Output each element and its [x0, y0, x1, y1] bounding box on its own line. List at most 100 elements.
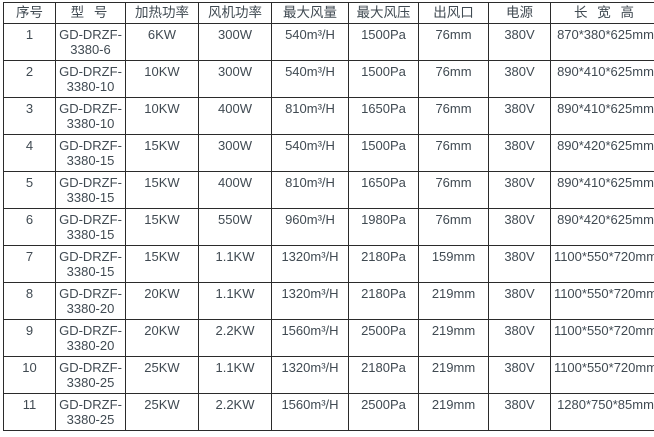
cell-fan: 300W — [198, 23, 272, 61]
cell-fan: 1.1KW — [198, 282, 272, 320]
cell-airflow: 810m³/H — [271, 97, 349, 135]
cell-outlet: 159mm — [418, 245, 489, 283]
cell-power: 380V — [488, 97, 551, 135]
cell-seq: 9 — [3, 319, 56, 357]
cell-model: GD-DRZF-3380-15 — [55, 208, 126, 246]
cell-airflow: 540m³/H — [271, 60, 349, 98]
table-row: 9 GD-DRZF-3380-20 20KW 2.2KW 1560m³/H 2500Pa 2… — [3, 319, 654, 357]
column-header-label: 出风口 — [433, 5, 474, 20]
cell-model: GD-DRZF-3380-15 — [55, 171, 126, 209]
cell-outlet: 76mm — [418, 23, 489, 61]
cell-model: GD-DRZF-3380-20 — [55, 319, 126, 357]
cell-power: 380V — [488, 208, 551, 246]
column-header-label: 最大风压 — [356, 5, 411, 20]
cell-model: GD-DRZF-3380-15 — [55, 245, 126, 283]
cell-heat: 15KW — [125, 134, 199, 172]
cell-heat: 25KW — [125, 356, 199, 394]
table-row: 2 GD-DRZF-3380-10 10KW 300W 540m³/H 1500Pa 76m… — [3, 60, 654, 98]
table-row: 6 GD-DRZF-3380-15 15KW 550W 960m³/H 1980Pa 76m… — [3, 208, 654, 246]
cell-power: 380V — [488, 356, 551, 394]
cell-press: 1650Pa — [348, 97, 419, 135]
column-header-heat: 加热功率 — [125, 2, 199, 24]
cell-dims: 890*420*625mm — [550, 208, 654, 246]
cell-power: 380V — [488, 134, 551, 172]
cell-seq: 2 — [3, 60, 56, 98]
cell-dims: 890*410*625mm — [550, 171, 654, 209]
cell-model: GD-DRZF-3380-10 — [55, 97, 126, 135]
cell-seq: 7 — [3, 245, 56, 283]
cell-outlet: 76mm — [418, 134, 489, 172]
cell-power: 380V — [488, 282, 551, 320]
cell-press: 1980Pa — [348, 208, 419, 246]
cell-dims: 1280*750*85mm — [550, 393, 654, 431]
cell-airflow: 1560m³/H — [271, 393, 349, 431]
cell-seq: 4 — [3, 134, 56, 172]
cell-dims: 1100*550*720mm — [550, 282, 654, 320]
cell-heat: 6KW — [125, 23, 199, 61]
column-header-press: 最大风压 — [348, 2, 419, 24]
cell-airflow: 1320m³/H — [271, 245, 349, 283]
table-header-row: 序号 型 号 加热功率 风机功率 最大风量 最大风压 出风口 电源 长 宽 高 — [3, 2, 654, 24]
cell-power: 380V — [488, 245, 551, 283]
cell-airflow: 810m³/H — [271, 171, 349, 209]
cell-heat: 15KW — [125, 171, 199, 209]
cell-airflow: 1320m³/H — [271, 356, 349, 394]
cell-dims: 1100*550*720mm — [550, 245, 654, 283]
cell-seq: 8 — [3, 282, 56, 320]
cell-fan: 2.2KW — [198, 393, 272, 431]
cell-press: 2500Pa — [348, 319, 419, 357]
column-header-power: 电源 — [488, 2, 551, 24]
cell-seq: 6 — [3, 208, 56, 246]
column-header-label: 电源 — [506, 5, 533, 20]
cell-model: GD-DRZF-3380-15 — [55, 134, 126, 172]
cell-outlet: 76mm — [418, 208, 489, 246]
cell-seq: 11 — [3, 393, 56, 431]
cell-power: 380V — [488, 171, 551, 209]
cell-press: 1500Pa — [348, 134, 419, 172]
cell-fan: 1.1KW — [198, 356, 272, 394]
cell-outlet: 219mm — [418, 282, 489, 320]
cell-heat: 15KW — [125, 245, 199, 283]
table-body: 1 GD-DRZF-3380-6 6KW 300W 540m³/H 1500Pa 76mm 3… — [3, 23, 654, 431]
column-header-label: 型 号 — [70, 5, 111, 20]
cell-dims: 890*420*625mm — [550, 134, 654, 172]
table-row: 4 GD-DRZF-3380-15 15KW 300W 540m³/H 1500Pa 76m… — [3, 134, 654, 172]
cell-dims: 1100*550*720mm — [550, 319, 654, 357]
cell-dims: 890*410*625mm — [550, 97, 654, 135]
cell-seq: 10 — [3, 356, 56, 394]
cell-airflow: 540m³/H — [271, 134, 349, 172]
cell-fan: 550W — [198, 208, 272, 246]
cell-heat: 25KW — [125, 393, 199, 431]
cell-press: 2500Pa — [348, 393, 419, 431]
table-row: 10 GD-DRZF-3380-25 25KW 1.1KW 1320m³/H 2180Pa… — [3, 356, 654, 394]
cell-model: GD-DRZF-3380-10 — [55, 60, 126, 98]
cell-fan: 2.2KW — [198, 319, 272, 357]
cell-press: 1500Pa — [348, 23, 419, 61]
cell-seq: 5 — [3, 171, 56, 209]
cell-seq: 1 — [3, 23, 56, 61]
table-row: 7 GD-DRZF-3380-15 15KW 1.1KW 1320m³/H 2180Pa 1… — [3, 245, 654, 283]
cell-press: 1500Pa — [348, 60, 419, 98]
column-header-fan: 风机功率 — [198, 2, 272, 24]
cell-dims: 870*380*625mm — [550, 23, 654, 61]
cell-seq: 3 — [3, 97, 56, 135]
column-header-model: 型 号 — [55, 2, 126, 24]
cell-fan: 300W — [198, 60, 272, 98]
cell-outlet: 76mm — [418, 97, 489, 135]
column-header-dims: 长 宽 高 — [550, 2, 654, 24]
cell-model: GD-DRZF-3380-6 — [55, 23, 126, 61]
cell-model: GD-DRZF-3380-20 — [55, 282, 126, 320]
cell-heat: 10KW — [125, 60, 199, 98]
cell-heat: 15KW — [125, 208, 199, 246]
cell-outlet: 219mm — [418, 393, 489, 431]
cell-heat: 20KW — [125, 282, 199, 320]
table-row: 11 GD-DRZF-3380-25 25KW 2.2KW 1560m³/H 2500Pa… — [3, 393, 654, 431]
cell-press: 2180Pa — [348, 356, 419, 394]
cell-fan: 400W — [198, 97, 272, 135]
cell-model: GD-DRZF-3380-25 — [55, 356, 126, 394]
cell-airflow: 1560m³/H — [271, 319, 349, 357]
column-header-label: 风机功率 — [208, 5, 262, 20]
table-row: 1 GD-DRZF-3380-6 6KW 300W 540m³/H 1500Pa 76mm 3… — [3, 23, 654, 61]
table-row: 5 GD-DRZF-3380-15 15KW 400W 810m³/H 1650Pa 76m… — [3, 171, 654, 209]
cell-outlet: 219mm — [418, 356, 489, 394]
